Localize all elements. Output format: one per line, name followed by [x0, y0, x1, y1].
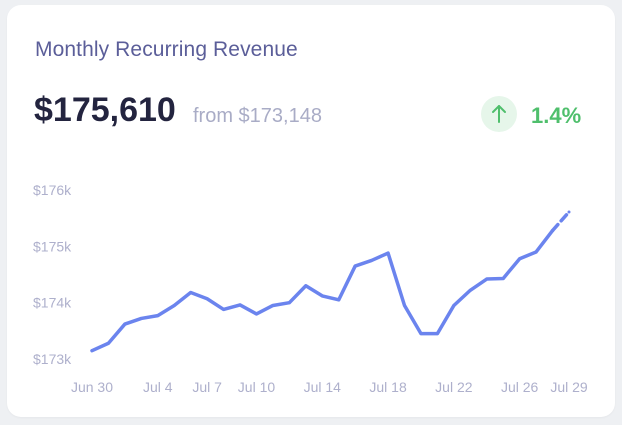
series-line-projection — [550, 210, 571, 233]
data-point — [205, 297, 209, 301]
data-point — [370, 258, 374, 262]
data-point — [123, 322, 127, 326]
card-title: Monthly Recurring Revenue — [35, 38, 298, 61]
data-point — [353, 264, 357, 268]
y-tick-label: $175k — [33, 238, 72, 254]
data-point — [304, 284, 308, 288]
data-point — [518, 257, 522, 261]
x-tick-label: Jul 29 — [550, 379, 588, 395]
x-tick-label: Jul 10 — [238, 379, 276, 395]
data-point — [551, 229, 555, 233]
data-point — [90, 349, 94, 353]
mrr-card: Monthly Recurring Revenue $175,610 from … — [7, 5, 615, 417]
data-point — [106, 341, 110, 345]
current-value: $175,610 — [34, 91, 176, 129]
x-tick-label: Jul 22 — [435, 379, 473, 395]
y-tick-label: $174k — [33, 295, 72, 311]
previous-value: from $173,148 — [193, 105, 322, 127]
data-point — [468, 288, 472, 292]
x-tick-label: Jul 26 — [501, 379, 539, 395]
data-point — [238, 303, 242, 307]
data-point — [271, 303, 275, 307]
change-badge — [481, 96, 517, 132]
data-point — [567, 210, 571, 214]
x-tick-label: Jul 7 — [192, 379, 222, 395]
data-point — [534, 250, 538, 254]
change-percent: 1.4% — [531, 103, 582, 128]
data-point — [452, 303, 456, 307]
data-point — [485, 277, 489, 281]
data-point — [222, 307, 226, 311]
y-tick-label: $176k — [33, 182, 72, 198]
data-point — [139, 316, 143, 320]
data-point — [189, 291, 193, 295]
data-point — [337, 298, 341, 302]
x-tick-label: Jul 18 — [369, 379, 407, 395]
data-point — [320, 294, 324, 298]
x-tick-label: Jul 14 — [304, 379, 342, 395]
data-point — [403, 303, 407, 307]
data-point — [419, 332, 423, 336]
series-line — [90, 228, 555, 353]
y-tick-label: $173k — [33, 351, 72, 367]
arrow-up-icon — [492, 105, 506, 123]
data-point — [386, 251, 390, 255]
data-point — [156, 314, 160, 318]
data-point — [435, 332, 439, 336]
data-point — [254, 312, 258, 316]
data-point — [287, 301, 291, 305]
data-point — [501, 276, 505, 280]
data-point — [172, 303, 176, 307]
x-tick-label: Jul 4 — [143, 379, 173, 395]
x-tick-label: Jun 30 — [71, 379, 113, 395]
